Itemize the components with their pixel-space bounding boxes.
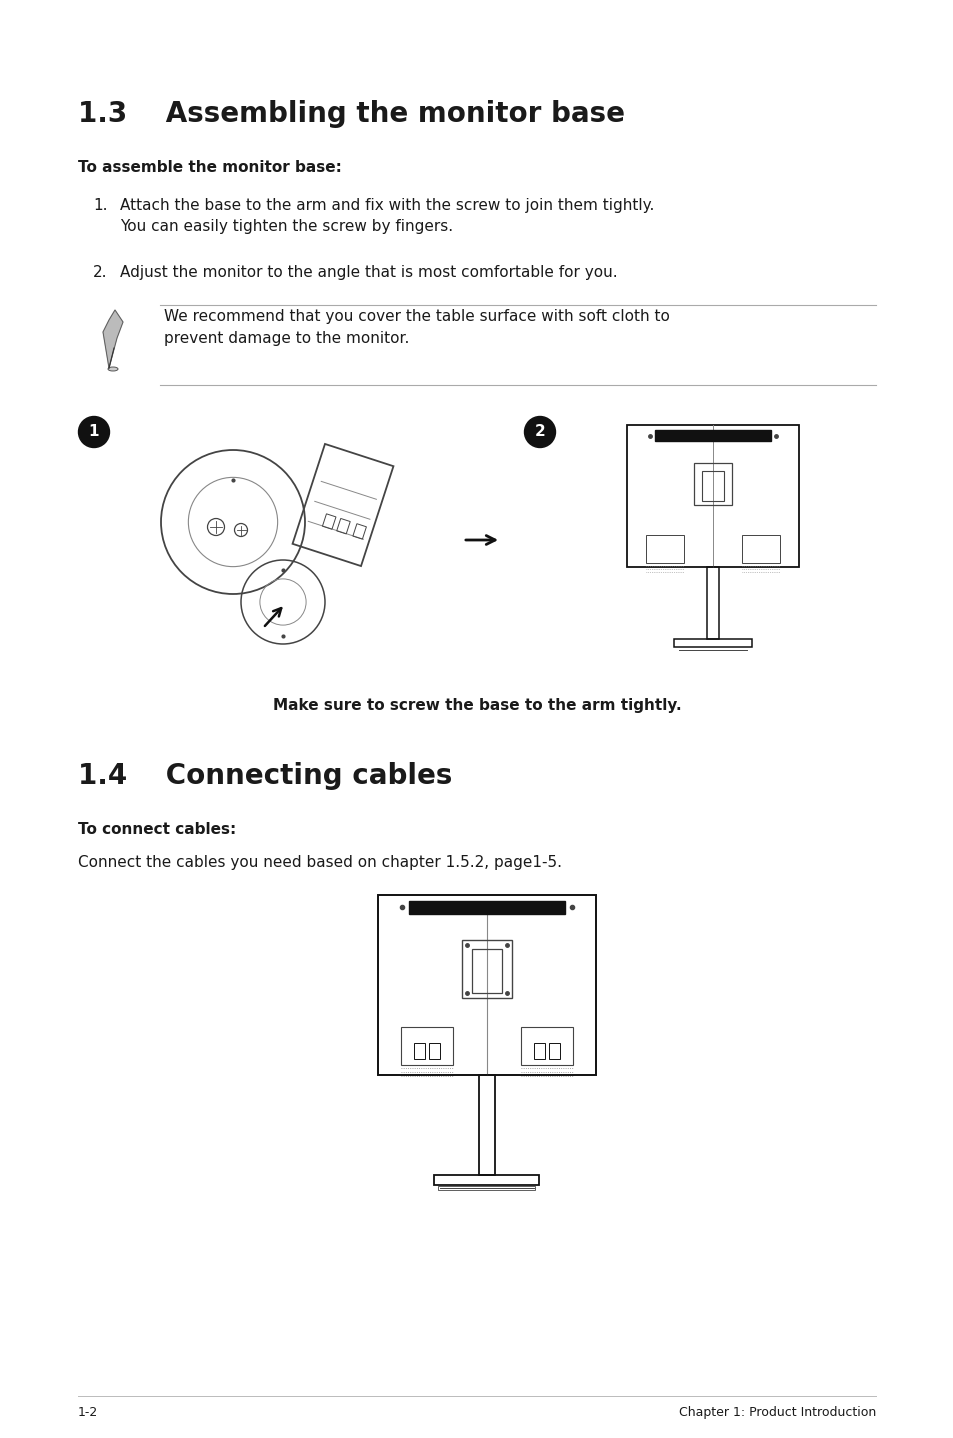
Text: Chapter 1: Product Introduction: Chapter 1: Product Introduction xyxy=(678,1406,875,1419)
Bar xyxy=(706,567,719,638)
Text: 1-2: 1-2 xyxy=(78,1406,98,1419)
Bar xyxy=(461,940,512,998)
Bar xyxy=(400,1027,453,1066)
Circle shape xyxy=(78,417,110,447)
Bar xyxy=(701,472,723,500)
Bar xyxy=(520,1027,573,1066)
Bar xyxy=(438,1186,535,1191)
Bar xyxy=(408,902,565,915)
Bar xyxy=(673,638,751,647)
Text: 2: 2 xyxy=(534,424,545,440)
Text: 1.: 1. xyxy=(92,198,108,213)
Bar xyxy=(693,463,731,505)
Text: Make sure to screw the base to the arm tightly.: Make sure to screw the base to the arm t… xyxy=(273,697,680,713)
Text: 1.3    Assembling the monitor base: 1.3 Assembling the monitor base xyxy=(78,101,624,128)
Bar xyxy=(654,430,771,441)
Text: 2.: 2. xyxy=(92,265,108,280)
Text: To assemble the monitor base:: To assemble the monitor base: xyxy=(78,160,341,175)
Bar xyxy=(534,1043,544,1058)
Text: Adjust the monitor to the angle that is most comfortable for you.: Adjust the monitor to the angle that is … xyxy=(120,265,617,280)
Text: 1.4    Connecting cables: 1.4 Connecting cables xyxy=(78,762,452,789)
Bar xyxy=(548,1043,559,1058)
Bar xyxy=(429,1043,439,1058)
Polygon shape xyxy=(103,311,123,368)
Bar xyxy=(434,1175,539,1185)
Text: To connect cables:: To connect cables: xyxy=(78,823,236,837)
Bar xyxy=(626,426,799,567)
Text: We recommend that you cover the table surface with soft cloth to
prevent damage : We recommend that you cover the table su… xyxy=(164,309,669,345)
Bar xyxy=(472,949,501,994)
Bar xyxy=(645,535,683,564)
Text: Attach the base to the arm and fix with the screw to join them tightly.
You can : Attach the base to the arm and fix with … xyxy=(120,198,654,234)
Bar xyxy=(377,894,596,1076)
Bar xyxy=(478,1076,495,1175)
Bar xyxy=(741,535,780,564)
Bar xyxy=(414,1043,424,1058)
Text: Connect the cables you need based on chapter 1.5.2, page1-5.: Connect the cables you need based on cha… xyxy=(78,856,561,870)
Ellipse shape xyxy=(108,367,118,371)
Text: 1: 1 xyxy=(89,424,99,440)
Circle shape xyxy=(524,417,555,447)
